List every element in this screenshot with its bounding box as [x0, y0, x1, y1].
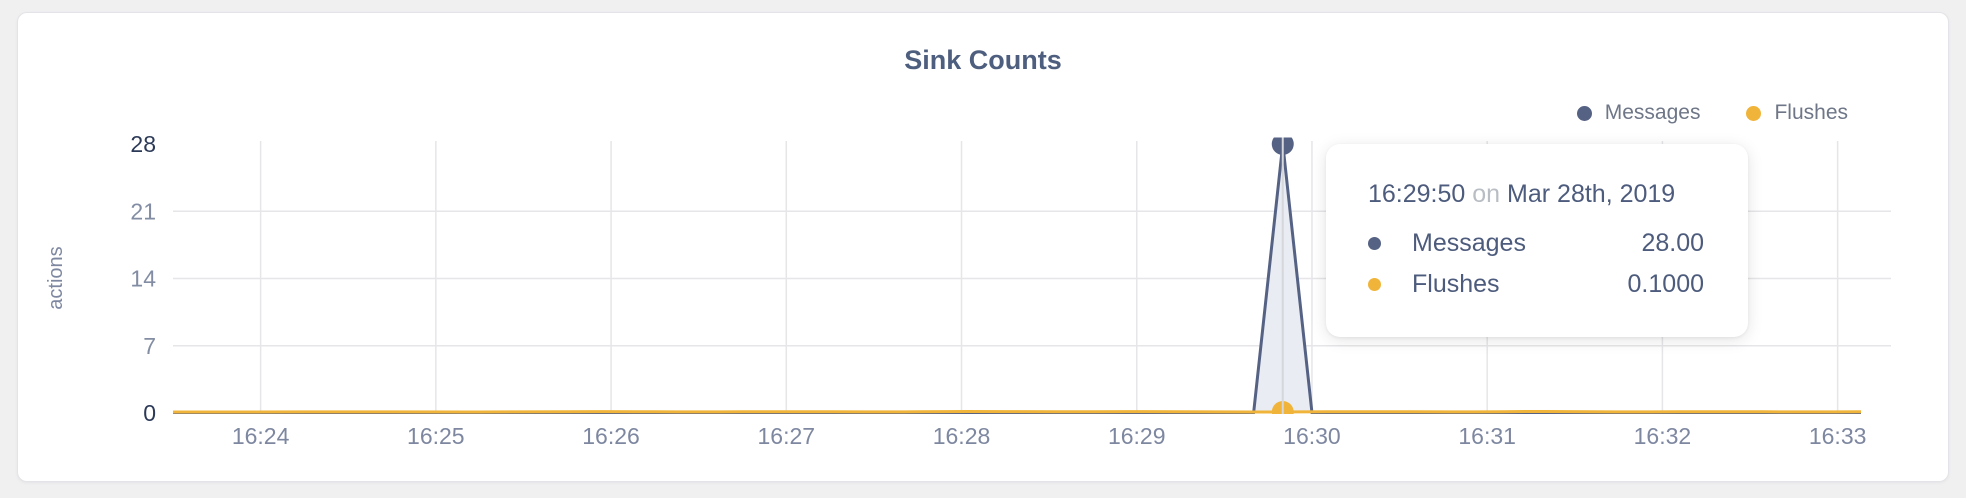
tooltip-connector: on: [1472, 180, 1501, 208]
tooltip-row-messages: Messages 28.00: [1368, 223, 1704, 264]
tooltip-header: 16:29:50 on Mar 28th, 2019: [1368, 180, 1704, 209]
x-tick-label: 16:32: [1634, 423, 1692, 449]
legend-messages-dot-icon: [1576, 105, 1592, 121]
flushes-line: [172, 409, 1862, 414]
sink-counts-chart[interactable]: 28 21 14 7 0 16:24 16:25 16:26 16:27 16:28 16:29 16…: [18, 13, 1950, 483]
x-tick-label: 16:28: [933, 423, 991, 449]
legend-label: Flushes: [1774, 101, 1848, 124]
legend-item-flushes[interactable]: Flushes: [1746, 101, 1848, 125]
legend-label: Messages: [1604, 101, 1701, 124]
tooltip-messages-dot-icon: [1368, 237, 1381, 250]
x-tick-label: 16:27: [758, 423, 816, 449]
x-tick-label: 16:25: [407, 423, 465, 449]
y-tick-label: 21: [130, 198, 156, 224]
x-tick-label: 16:29: [1108, 423, 1166, 449]
x-tick-label: 16:33: [1809, 423, 1867, 449]
y-tick-label: 28: [130, 131, 156, 157]
y-tick-label: 14: [130, 266, 156, 292]
chart-card: Sink Counts Messages Flushes 28 21 14 7 0 16:2…: [17, 12, 1949, 482]
tooltip-rows: Messages 28.00 Flushes 0.1000: [1368, 223, 1704, 305]
y-tick-label: 0: [143, 400, 156, 426]
tooltip-flushes-dot-icon: [1368, 278, 1381, 291]
x-tick-label: 16:31: [1458, 423, 1516, 449]
tooltip-time: 16:29:50: [1368, 180, 1466, 208]
tooltip-series-label: Flushes: [1412, 270, 1500, 298]
legend-item-messages[interactable]: Messages: [1576, 101, 1701, 125]
legend-flushes-dot-icon: [1746, 105, 1762, 121]
tooltip-series-value: 28.00: [1641, 229, 1704, 257]
tooltip-series-label: Messages: [1412, 229, 1526, 257]
tooltip-date: Mar 28th, 2019: [1507, 180, 1676, 208]
tooltip-row-flushes: Flushes 0.1000: [1368, 264, 1704, 305]
tooltip-series-value: 0.1000: [1627, 270, 1704, 298]
legend: Messages Flushes: [1576, 101, 1848, 125]
y-axis-title: actions: [45, 246, 67, 309]
x-tick-label: 16:24: [232, 423, 290, 449]
x-tick-label: 16:30: [1283, 423, 1341, 449]
y-tick-label: 7: [143, 333, 156, 359]
x-tick-label: 16:26: [582, 423, 640, 449]
chart-title: Sink Counts: [904, 45, 1062, 75]
hover-tooltip: 16:29:50 on Mar 28th, 2019 Messages 28.00…: [1326, 144, 1748, 337]
